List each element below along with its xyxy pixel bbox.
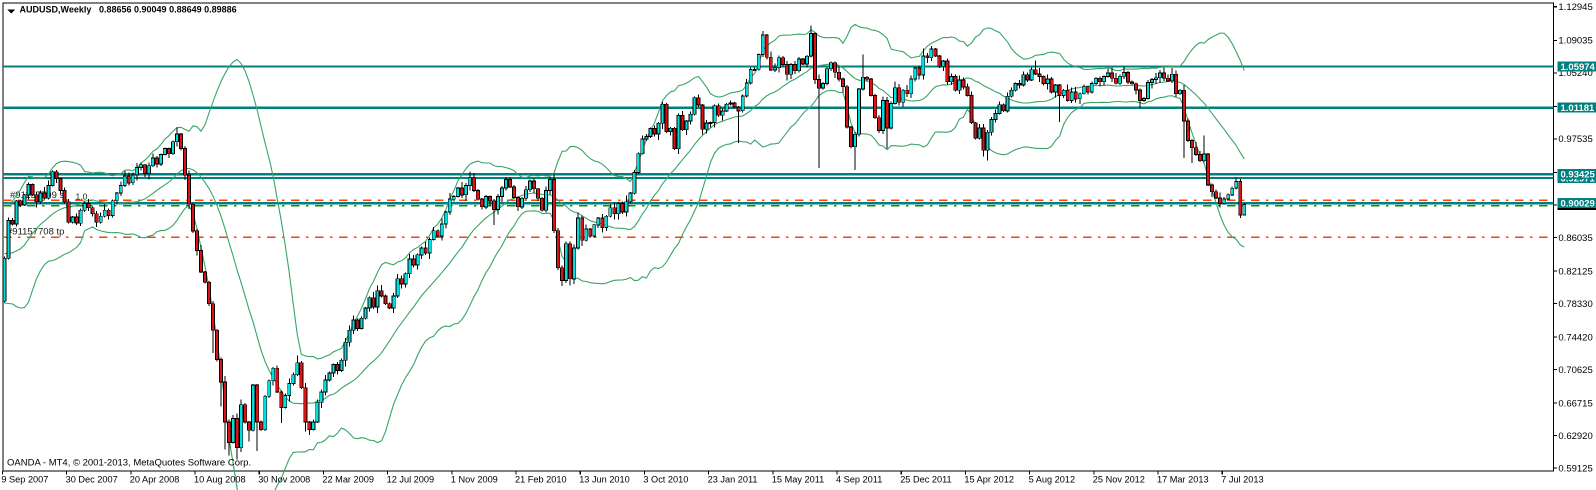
svg-text:0.78330: 0.78330 (1558, 299, 1592, 310)
svg-text:0.93425: 0.93425 (1561, 170, 1596, 181)
svg-text:7 Jul 2013: 7 Jul 2013 (1221, 475, 1263, 485)
svg-text:1.0: 1.0 (76, 192, 88, 202)
svg-text:15 May 2011: 15 May 2011 (772, 475, 824, 485)
svg-text:0.86035: 0.86035 (1558, 233, 1592, 244)
svg-text:30 Dec 2007: 30 Dec 2007 (66, 475, 118, 485)
svg-text:0.62920: 0.62920 (1558, 431, 1592, 442)
svg-text:0.66715: 0.66715 (1558, 398, 1592, 409)
svg-text:AUDUSD,Weekly: AUDUSD,Weekly (20, 5, 92, 15)
svg-text:5 Aug 2012: 5 Aug 2012 (1029, 475, 1076, 485)
svg-text:0.74420: 0.74420 (1558, 332, 1592, 343)
svg-text:17 Mar 2013: 17 Mar 2013 (1157, 475, 1209, 485)
svg-text:1.09035: 1.09035 (1558, 36, 1592, 47)
svg-text:22 Mar 2009: 22 Mar 2009 (322, 475, 374, 485)
svg-text:9 Sep 2007: 9 Sep 2007 (1, 475, 48, 485)
svg-text:1 Nov 2009: 1 Nov 2009 (451, 475, 498, 485)
svg-text:0.88656 0.90049 0.88649 0.8988: 0.88656 0.90049 0.88649 0.89886 (99, 5, 237, 15)
svg-text:1.12945: 1.12945 (1558, 2, 1592, 13)
svg-text:21 Feb 2010: 21 Feb 2010 (515, 475, 567, 485)
svg-text:10 Aug 2008: 10 Aug 2008 (194, 475, 246, 485)
svg-text:3 Oct 2010: 3 Oct 2010 (643, 475, 688, 485)
svg-text:1.01181: 1.01181 (1561, 103, 1596, 114)
svg-text:0.97535: 0.97535 (1558, 134, 1592, 145)
svg-text:0.90029: 0.90029 (1561, 199, 1595, 210)
svg-text:13 Jun 2010: 13 Jun 2010 (579, 475, 630, 485)
svg-text:25 Dec 2011: 25 Dec 2011 (900, 475, 951, 485)
svg-text:OANDA - MT4, © 2001-2013, Meta: OANDA - MT4, © 2001-2013, MetaQuotes Sof… (7, 458, 251, 469)
svg-text:15 Apr 2012: 15 Apr 2012 (964, 475, 1014, 485)
svg-text:0.59125: 0.59125 (1558, 463, 1592, 474)
svg-text:23 Jan 2011: 23 Jan 2011 (708, 475, 758, 485)
svg-text:#91157708 tp: #91157708 tp (7, 227, 64, 238)
svg-text:1.05974: 1.05974 (1561, 62, 1596, 73)
svg-text:4 Sep 2011: 4 Sep 2011 (836, 475, 882, 485)
svg-text:1.05240: 1.05240 (1558, 68, 1592, 79)
svg-text:12 Jul 2009: 12 Jul 2009 (387, 475, 435, 485)
svg-text:20 Apr 2008: 20 Apr 2008 (130, 475, 180, 485)
svg-text:0.82125: 0.82125 (1558, 266, 1592, 277)
svg-text:0.70625: 0.70625 (1558, 365, 1592, 376)
svg-text:30 Nov 2008: 30 Nov 2008 (258, 475, 310, 485)
svg-text:25 Nov 2012: 25 Nov 2012 (1093, 475, 1145, 485)
